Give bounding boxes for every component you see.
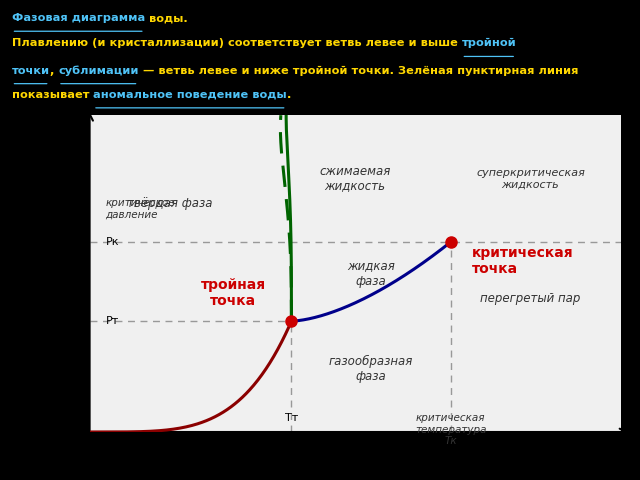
Text: суперкритическая
жидкость: суперкритическая жидкость — [476, 168, 585, 189]
Text: жидкая
фаза: жидкая фаза — [347, 260, 395, 288]
Text: Рт: Рт — [106, 316, 119, 326]
Text: — ветвь левее и ниже тройной точки. Зелёная пунктирная линия: — ветвь левее и ниже тройной точки. Зелё… — [138, 66, 578, 75]
Text: .: . — [287, 90, 291, 100]
Text: сублимации: сублимации — [58, 65, 138, 76]
Text: аномальное поведение воды: аномальное поведение воды — [93, 90, 287, 100]
Text: показывает: показывает — [12, 90, 93, 100]
Text: воды.: воды. — [145, 13, 188, 23]
Text: твёрдая фаза: твёрдая фаза — [127, 197, 212, 210]
Text: сжимаемая
жидкость: сжимаемая жидкость — [319, 165, 391, 192]
Text: Фазовая диаграмма: Фазовая диаграмма — [12, 13, 145, 23]
Text: Плавлению (и кристаллизации) соответствует ветвь левее и выше: Плавлению (и кристаллизации) соответству… — [12, 38, 461, 48]
Text: Давление: Давление — [33, 231, 51, 316]
Text: Тт: Тт — [285, 413, 298, 423]
Text: перегретый пар: перегретый пар — [480, 292, 580, 305]
Text: Рк: Рк — [106, 237, 119, 247]
Text: газообразная
фаза: газообразная фаза — [329, 355, 413, 383]
Text: критическая
точка: критическая точка — [472, 246, 573, 276]
Text: Температура: Температура — [298, 457, 413, 475]
Text: критическое
давление: критическое давление — [106, 198, 175, 220]
Text: критическая
температура
Тк: критическая температура Тк — [415, 413, 486, 446]
Text: точки: точки — [12, 66, 50, 75]
Text: тройной: тройной — [461, 38, 516, 48]
Text: ,: , — [50, 66, 58, 75]
Text: тройная
точка: тройная точка — [200, 277, 266, 308]
